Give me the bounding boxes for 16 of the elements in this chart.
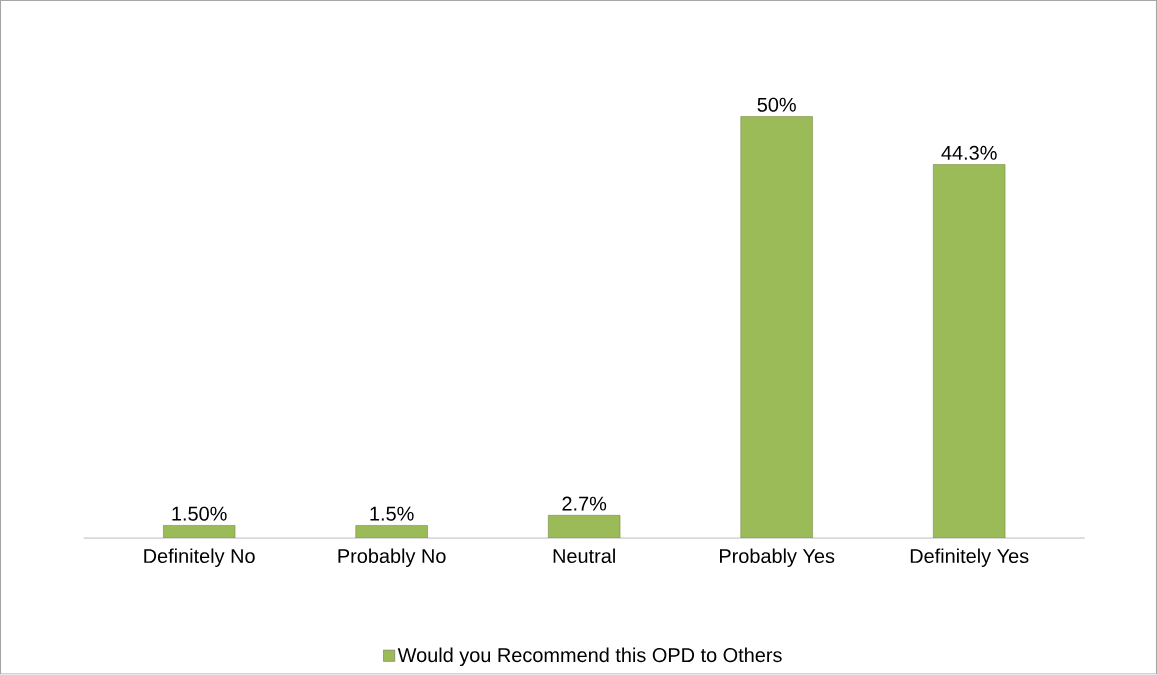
bar xyxy=(548,515,621,539)
bar xyxy=(740,116,813,539)
x-tick-label: Probably No xyxy=(338,548,446,568)
bar xyxy=(162,525,236,539)
x-tick-label: Neutral xyxy=(553,548,615,564)
bar xyxy=(355,525,428,539)
data-label: 1.50% xyxy=(172,506,227,521)
x-tick-label: Definitely No xyxy=(144,548,255,568)
data-label: 50% xyxy=(757,97,796,112)
legend-label: Would you Recommend this OPD to Others xyxy=(397,647,782,667)
data-label: 1.5% xyxy=(370,506,414,521)
bar xyxy=(933,164,1006,539)
x-tick-label: Probably Yes xyxy=(719,548,835,568)
data-label: 2.7% xyxy=(562,496,607,511)
data-label: 44.3% xyxy=(941,145,997,161)
x-tick-label: Definitely Yes xyxy=(910,548,1029,568)
